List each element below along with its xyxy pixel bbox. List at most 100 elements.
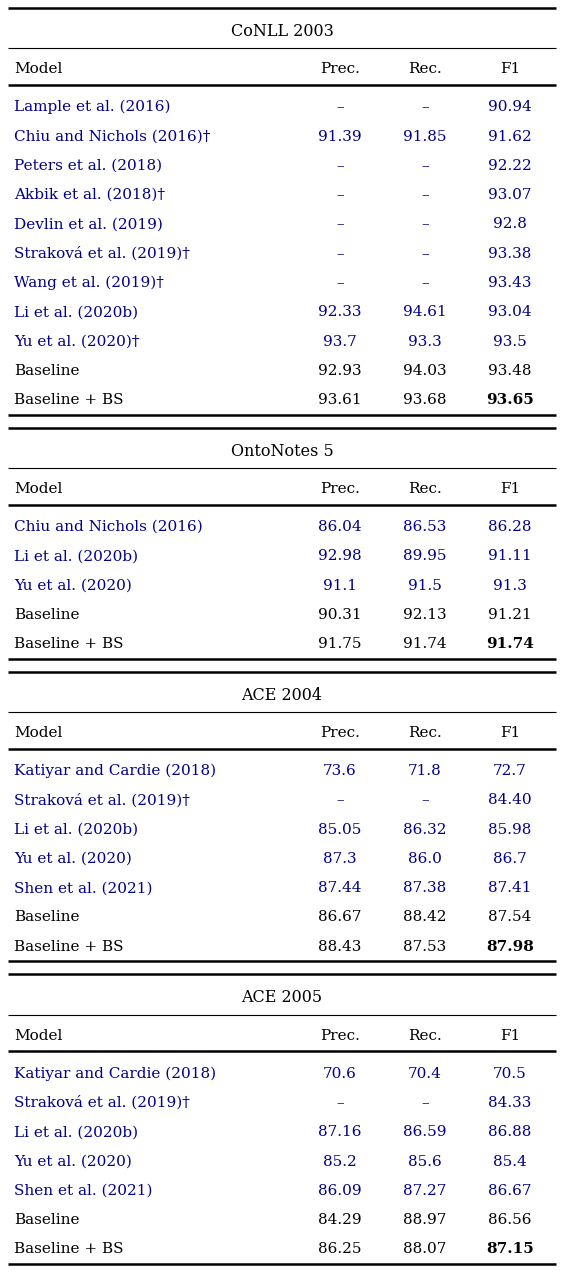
- Text: 93.38: 93.38: [488, 247, 532, 261]
- Text: Model: Model: [14, 1029, 63, 1043]
- Text: –: –: [336, 188, 344, 202]
- Text: 93.04: 93.04: [488, 305, 532, 319]
- Text: Peters et al. (2018): Peters et al. (2018): [14, 159, 162, 173]
- Text: Yu et al. (2020): Yu et al. (2020): [14, 852, 132, 866]
- Text: 92.93: 92.93: [318, 364, 362, 378]
- Text: Wang et al. (2019)†: Wang et al. (2019)†: [14, 276, 164, 290]
- Text: 93.07: 93.07: [488, 188, 532, 202]
- Text: Lample et al. (2016): Lample et al. (2016): [14, 100, 170, 114]
- Text: Model: Model: [14, 62, 63, 76]
- Text: Baseline + BS: Baseline + BS: [14, 1243, 124, 1257]
- Text: Prec.: Prec.: [320, 482, 360, 496]
- Text: Baseline: Baseline: [14, 911, 80, 925]
- Text: –: –: [421, 247, 429, 261]
- Text: Katiyar and Cardie (2018): Katiyar and Cardie (2018): [14, 764, 216, 778]
- Text: –: –: [421, 1096, 429, 1110]
- Text: Straková et al. (2019)†: Straková et al. (2019)†: [14, 247, 190, 261]
- Text: 91.39: 91.39: [318, 130, 362, 144]
- Text: 86.88: 86.88: [488, 1126, 532, 1140]
- Text: 86.25: 86.25: [318, 1243, 362, 1257]
- Text: 85.2: 85.2: [323, 1155, 357, 1169]
- Text: 93.65: 93.65: [486, 393, 534, 407]
- Text: –: –: [421, 188, 429, 202]
- Text: 84.29: 84.29: [318, 1213, 362, 1227]
- Text: 70.5: 70.5: [493, 1067, 527, 1081]
- Text: 88.97: 88.97: [403, 1213, 447, 1227]
- Text: 86.32: 86.32: [403, 823, 447, 837]
- Text: 92.98: 92.98: [318, 550, 362, 563]
- Text: 85.6: 85.6: [408, 1155, 442, 1169]
- Text: 86.0: 86.0: [408, 852, 442, 866]
- Text: Prec.: Prec.: [320, 1029, 360, 1043]
- Text: 88.07: 88.07: [403, 1243, 447, 1257]
- Text: 93.5: 93.5: [493, 335, 527, 349]
- Text: Model: Model: [14, 482, 63, 496]
- Text: –: –: [336, 794, 344, 808]
- Text: Rec.: Rec.: [408, 62, 442, 76]
- Text: CoNLL 2003: CoNLL 2003: [231, 23, 333, 39]
- Text: Shen et al. (2021): Shen et al. (2021): [14, 881, 152, 895]
- Text: 93.43: 93.43: [488, 276, 532, 290]
- Text: 86.67: 86.67: [318, 911, 362, 925]
- Text: 93.3: 93.3: [408, 335, 442, 349]
- Text: 86.59: 86.59: [403, 1126, 447, 1140]
- Text: Baseline: Baseline: [14, 364, 80, 378]
- Text: Li et al. (2020b): Li et al. (2020b): [14, 305, 138, 319]
- Text: Katiyar and Cardie (2018): Katiyar and Cardie (2018): [14, 1066, 216, 1081]
- Text: 85.4: 85.4: [493, 1155, 527, 1169]
- Text: 87.15: 87.15: [486, 1243, 534, 1257]
- Text: 93.48: 93.48: [488, 364, 532, 378]
- Text: Model: Model: [14, 726, 63, 740]
- Text: 94.03: 94.03: [403, 364, 447, 378]
- Text: F1: F1: [500, 726, 520, 740]
- Text: 85.05: 85.05: [318, 823, 362, 837]
- Text: Chiu and Nichols (2016)†: Chiu and Nichols (2016)†: [14, 130, 210, 144]
- Text: 93.68: 93.68: [403, 393, 447, 407]
- Text: Straková et al. (2019)†: Straková et al. (2019)†: [14, 794, 190, 808]
- Text: 85.98: 85.98: [488, 823, 532, 837]
- Text: 91.5: 91.5: [408, 579, 442, 593]
- Text: Prec.: Prec.: [320, 726, 360, 740]
- Text: 93.7: 93.7: [323, 335, 357, 349]
- Text: Akbik et al. (2018)†: Akbik et al. (2018)†: [14, 188, 165, 202]
- Text: 87.98: 87.98: [486, 940, 534, 954]
- Text: 91.85: 91.85: [403, 130, 447, 144]
- Text: Baseline + BS: Baseline + BS: [14, 940, 124, 954]
- Text: OntoNotes 5: OntoNotes 5: [231, 443, 333, 459]
- Text: Baseline: Baseline: [14, 608, 80, 622]
- Text: 90.31: 90.31: [318, 608, 362, 622]
- Text: 91.74: 91.74: [486, 637, 534, 651]
- Text: –: –: [336, 1096, 344, 1110]
- Text: 91.75: 91.75: [318, 637, 362, 651]
- Text: –: –: [336, 159, 344, 173]
- Text: 91.11: 91.11: [488, 550, 532, 563]
- Text: Prec.: Prec.: [320, 62, 360, 76]
- Text: 86.7: 86.7: [493, 852, 527, 866]
- Text: –: –: [421, 794, 429, 808]
- Text: 93.61: 93.61: [318, 393, 362, 407]
- Text: –: –: [336, 276, 344, 290]
- Text: 86.53: 86.53: [403, 520, 447, 534]
- Text: 87.54: 87.54: [488, 911, 532, 925]
- Text: Rec.: Rec.: [408, 1029, 442, 1043]
- Text: 86.56: 86.56: [488, 1213, 532, 1227]
- Text: –: –: [421, 276, 429, 290]
- Text: 92.33: 92.33: [318, 305, 362, 319]
- Text: 86.09: 86.09: [318, 1184, 362, 1198]
- Text: 87.27: 87.27: [403, 1184, 447, 1198]
- Text: F1: F1: [500, 482, 520, 496]
- Text: Shen et al. (2021): Shen et al. (2021): [14, 1184, 152, 1198]
- Text: Devlin et al. (2019): Devlin et al. (2019): [14, 218, 163, 232]
- Text: 87.38: 87.38: [403, 881, 447, 895]
- Text: Baseline + BS: Baseline + BS: [14, 637, 124, 651]
- Text: –: –: [421, 218, 429, 232]
- Text: 87.3: 87.3: [323, 852, 357, 866]
- Text: 92.8: 92.8: [493, 218, 527, 232]
- Text: 91.62: 91.62: [488, 130, 532, 144]
- Text: 91.1: 91.1: [323, 579, 357, 593]
- Text: 92.22: 92.22: [488, 159, 532, 173]
- Text: 72.7: 72.7: [493, 764, 527, 778]
- Text: 86.67: 86.67: [488, 1184, 532, 1198]
- Text: 87.16: 87.16: [318, 1126, 362, 1140]
- Text: 88.43: 88.43: [318, 940, 362, 954]
